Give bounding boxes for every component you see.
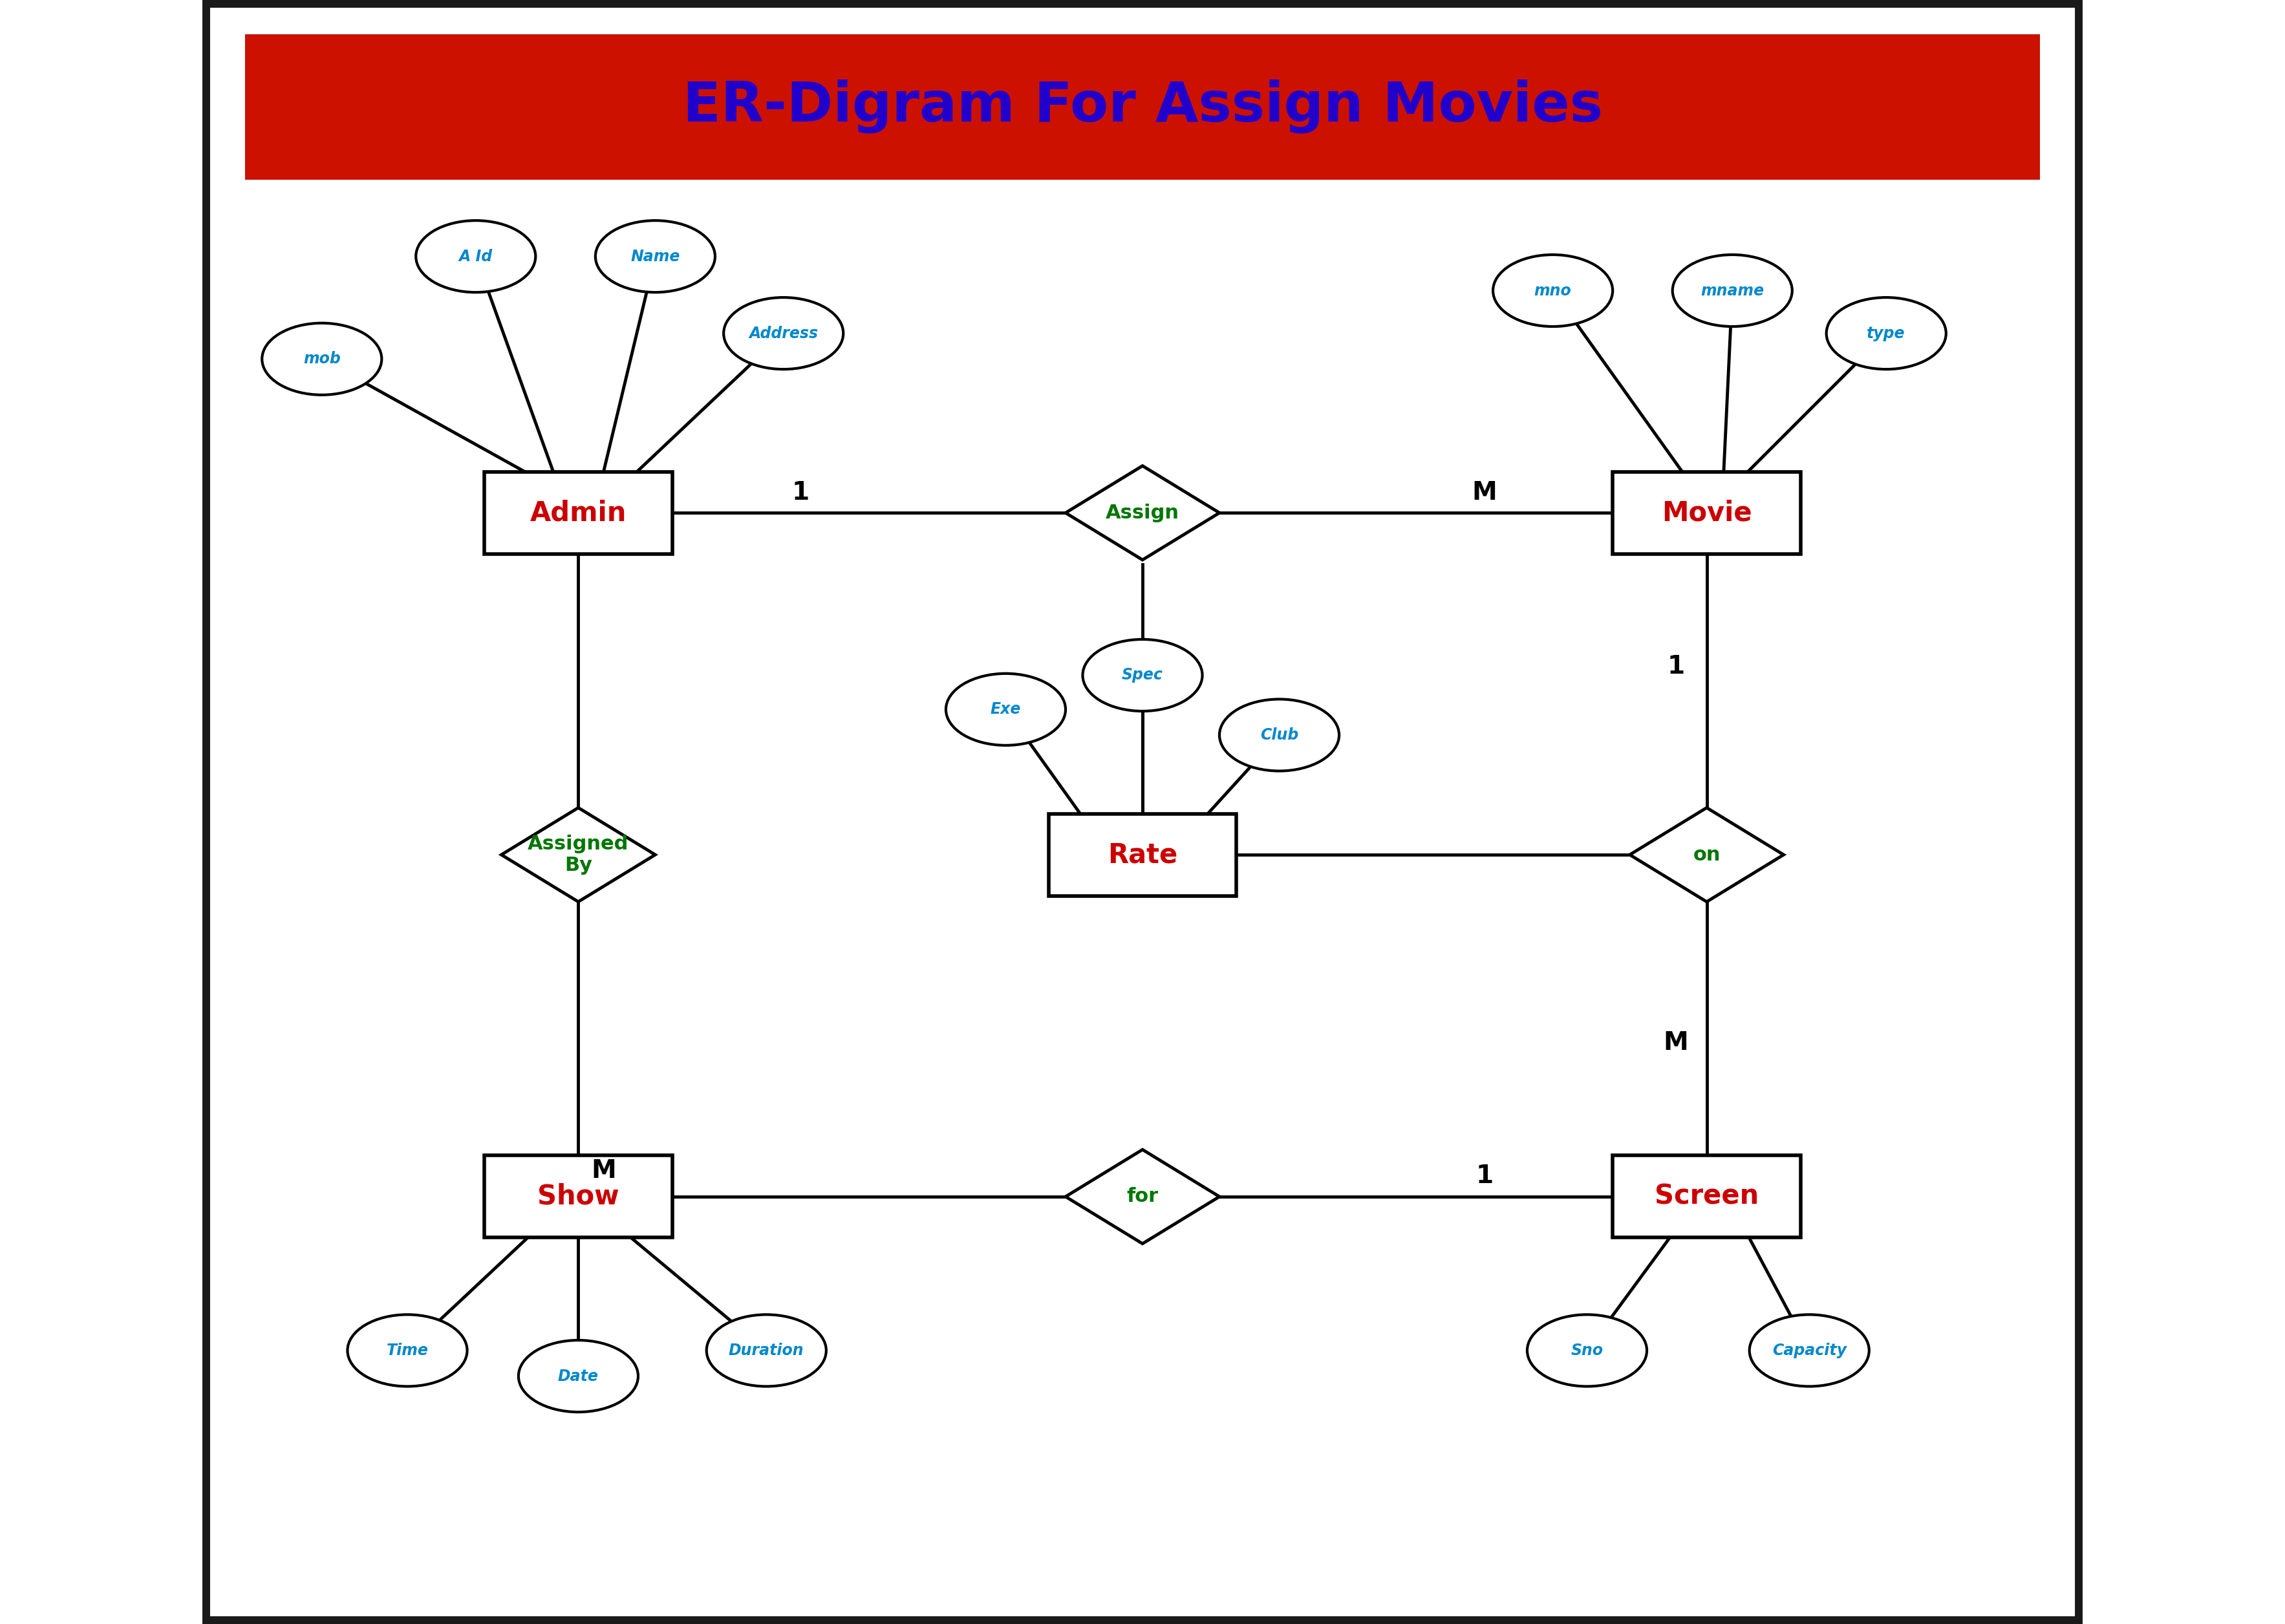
- Text: on: on: [1693, 846, 1721, 864]
- Text: Show: Show: [537, 1182, 619, 1210]
- Text: Rate: Rate: [1108, 841, 1177, 869]
- Text: type: type: [1867, 325, 1906, 341]
- Text: Sno: Sno: [1570, 1343, 1604, 1358]
- Text: Date: Date: [558, 1369, 599, 1384]
- Text: Duration: Duration: [729, 1343, 804, 1358]
- Text: Admin: Admin: [530, 499, 626, 526]
- Text: Name: Name: [631, 248, 681, 265]
- Polygon shape: [1065, 1150, 1220, 1244]
- Text: Address: Address: [749, 325, 818, 341]
- Text: Assigned
By: Assigned By: [528, 835, 628, 875]
- Text: 1: 1: [1668, 654, 1684, 679]
- Ellipse shape: [1673, 255, 1791, 326]
- Polygon shape: [1629, 807, 1785, 901]
- FancyBboxPatch shape: [484, 1156, 672, 1237]
- Text: for: for: [1127, 1187, 1158, 1207]
- Ellipse shape: [706, 1314, 827, 1387]
- FancyBboxPatch shape: [206, 3, 2079, 1621]
- Text: Exe: Exe: [989, 702, 1021, 718]
- Text: A Id: A Id: [459, 248, 494, 265]
- Ellipse shape: [347, 1314, 466, 1387]
- Ellipse shape: [724, 297, 843, 369]
- Ellipse shape: [1750, 1314, 1869, 1387]
- Polygon shape: [500, 807, 656, 901]
- Ellipse shape: [1083, 640, 1202, 711]
- Text: 1: 1: [793, 481, 809, 505]
- Ellipse shape: [1526, 1314, 1647, 1387]
- Text: Capacity: Capacity: [1773, 1343, 1846, 1358]
- Text: M: M: [1663, 1031, 1689, 1056]
- Text: Movie: Movie: [1661, 499, 1753, 526]
- Text: mob: mob: [304, 351, 340, 367]
- Text: mno: mno: [1533, 283, 1572, 299]
- Text: Spec: Spec: [1122, 667, 1163, 684]
- FancyBboxPatch shape: [244, 34, 2041, 180]
- Text: ER-Digram For Assign Movies: ER-Digram For Assign Movies: [683, 80, 1602, 133]
- Ellipse shape: [1492, 255, 1613, 326]
- Text: Club: Club: [1259, 728, 1298, 742]
- Text: mname: mname: [1700, 283, 1764, 299]
- Text: Assign: Assign: [1106, 503, 1179, 523]
- Ellipse shape: [1826, 297, 1947, 369]
- FancyBboxPatch shape: [1613, 473, 1801, 554]
- Text: Time: Time: [386, 1343, 427, 1358]
- Text: 1: 1: [1476, 1164, 1492, 1189]
- Ellipse shape: [1220, 700, 1339, 771]
- Ellipse shape: [946, 674, 1065, 745]
- Polygon shape: [1065, 466, 1220, 560]
- Ellipse shape: [416, 221, 535, 292]
- FancyBboxPatch shape: [1049, 814, 1236, 896]
- Text: Screen: Screen: [1654, 1182, 1759, 1210]
- FancyBboxPatch shape: [484, 473, 672, 554]
- Ellipse shape: [263, 323, 382, 395]
- Ellipse shape: [519, 1340, 638, 1411]
- Text: M: M: [592, 1158, 617, 1184]
- Text: M: M: [1472, 481, 1497, 505]
- Ellipse shape: [596, 221, 715, 292]
- FancyBboxPatch shape: [1613, 1156, 1801, 1237]
